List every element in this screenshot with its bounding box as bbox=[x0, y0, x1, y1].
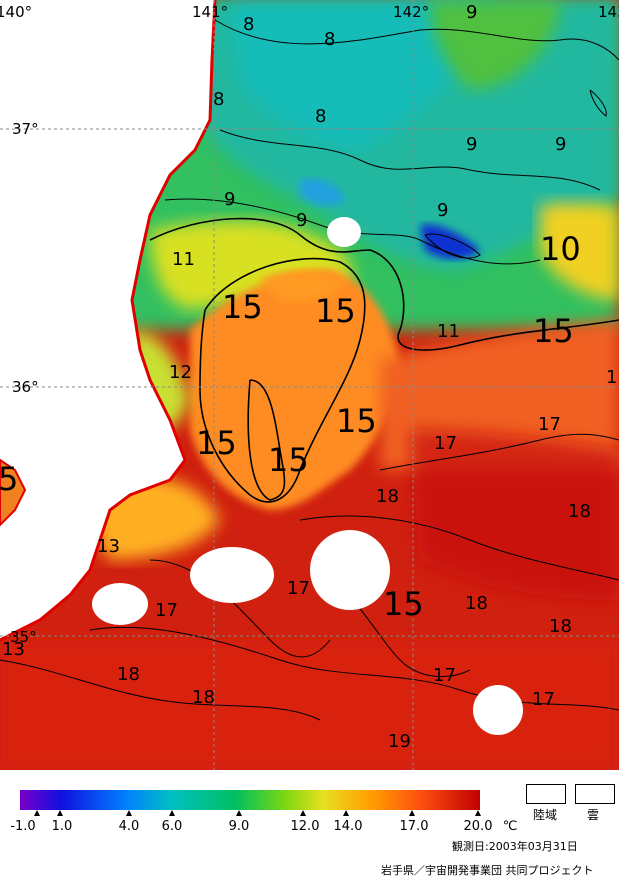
isotherm-lines bbox=[0, 19, 619, 721]
graticule bbox=[0, 0, 619, 770]
contour-label: 15 bbox=[533, 312, 574, 350]
contour-label: 18 bbox=[192, 687, 215, 708]
contour-label: 10 bbox=[540, 230, 581, 268]
contour-label: 15 bbox=[268, 441, 309, 479]
colorbar-tick-label: 14.0 bbox=[334, 819, 363, 834]
contour-label: 9 bbox=[224, 189, 235, 210]
colorbar-tick-label: 12.0 bbox=[291, 819, 320, 834]
contour-label: 12 bbox=[169, 362, 192, 383]
colorbar-tick-label: 4.0 bbox=[119, 819, 140, 834]
contour-label: 18 bbox=[568, 501, 591, 522]
contour-label: 1 bbox=[606, 367, 617, 388]
contour-label: 18 bbox=[376, 486, 399, 507]
colorbar: -1.0 1.0 4.0 6.0 9.0 12.0 14.0 17.0 20.0… bbox=[10, 790, 517, 834]
lat-label: 35° bbox=[10, 628, 37, 646]
contour-label: 15 bbox=[315, 292, 356, 330]
contour-label: 17 bbox=[287, 578, 310, 599]
cloud-masks bbox=[92, 217, 523, 735]
cloud-blob bbox=[310, 530, 390, 610]
contour-label: 9 bbox=[555, 134, 566, 155]
graticule-labels: 140° 141° 142° 143 37° 36° 35° bbox=[0, 3, 619, 646]
contour-label: 18 bbox=[549, 616, 572, 637]
contour-label: 11 bbox=[172, 249, 195, 270]
colorbar-tick-label: 6.0 bbox=[162, 819, 183, 834]
contour-labels: 8 8 9 8 8 9 9 9 9 9 10 11 15 15 15 11 12… bbox=[0, 2, 617, 752]
contour-label: 17 bbox=[532, 689, 555, 710]
colorbar-tick-label: 20.0 bbox=[464, 819, 493, 834]
land-legend-swatch bbox=[526, 784, 566, 804]
contour-label: 15 bbox=[336, 402, 377, 440]
lon-label: 143 bbox=[598, 3, 619, 21]
contour-label: 15 bbox=[196, 424, 237, 462]
colorbar-tick-label: 9.0 bbox=[229, 819, 250, 834]
contour-label: 5 bbox=[0, 460, 18, 498]
contour-label: 9 bbox=[296, 210, 307, 231]
contour-label: 8 bbox=[243, 14, 254, 35]
colorbar-tick-label: 1.0 bbox=[52, 819, 73, 834]
contour-label: 17 bbox=[155, 600, 178, 621]
contour-label: 18 bbox=[465, 593, 488, 614]
contour-label: 15 bbox=[222, 288, 263, 326]
contour-label: 18 bbox=[117, 664, 140, 685]
contour-label: 9 bbox=[437, 200, 448, 221]
lon-label: 140° bbox=[0, 3, 32, 21]
lon-label: 142° bbox=[393, 3, 429, 21]
contour-label: 11 bbox=[437, 321, 460, 342]
cloud-blob bbox=[473, 685, 523, 735]
contour-label: 9 bbox=[466, 2, 477, 23]
coastline bbox=[0, 0, 217, 642]
colorbar-tick-label: 17.0 bbox=[400, 819, 429, 834]
lat-label: 36° bbox=[12, 378, 39, 396]
land-mass bbox=[0, 0, 215, 640]
cloud-legend-label: 雲 bbox=[587, 808, 600, 822]
contour-label: 17 bbox=[538, 414, 561, 435]
colorbar-unit: ℃ bbox=[503, 819, 518, 834]
cloud-blob bbox=[92, 583, 148, 625]
sst-field bbox=[0, 0, 619, 770]
contour-label: 9 bbox=[466, 134, 477, 155]
contour-label: 8 bbox=[324, 29, 335, 50]
contour-label: 8 bbox=[213, 89, 224, 110]
contour-label: 17 bbox=[433, 665, 456, 686]
land-peninsula bbox=[0, 458, 27, 527]
lon-label: 141° bbox=[192, 3, 228, 21]
contour-label: 17 bbox=[434, 433, 457, 454]
cloud-blob bbox=[327, 217, 361, 247]
colorbar-tick-label: -1.0 bbox=[10, 819, 35, 834]
land-legend-label: 陸域 bbox=[533, 808, 558, 822]
observation-date: 観測日:2003年03月31日 bbox=[452, 840, 578, 853]
contour-label: 19 bbox=[388, 731, 411, 752]
cloud-legend-swatch bbox=[575, 784, 615, 804]
lat-label: 37° bbox=[12, 120, 39, 138]
credit-line: 岩手県／宇宙開発事業団 共同プロジェクト bbox=[381, 864, 594, 877]
contour-label: 15 bbox=[383, 585, 424, 623]
contour-label: 13 bbox=[2, 639, 25, 660]
contour-label: 8 bbox=[315, 106, 326, 127]
cloud-blob bbox=[190, 547, 274, 603]
colorbar-gradient bbox=[20, 790, 480, 810]
contour-label: 13 bbox=[97, 536, 120, 557]
